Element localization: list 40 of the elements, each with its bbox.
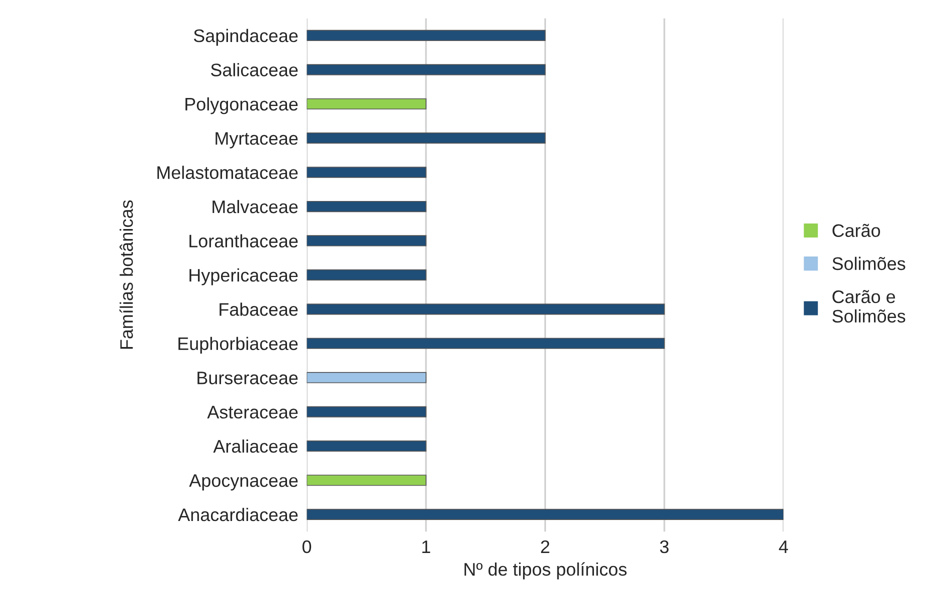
y-tick-label: Malvaceae [212, 200, 298, 214]
bar [306, 98, 426, 110]
bar [306, 166, 426, 178]
bar [306, 235, 426, 246]
y-tick-label: Araliaceae [213, 439, 298, 453]
y-axis-title: Famílias botânicas [119, 200, 133, 349]
bar [306, 372, 426, 384]
y-tick-label: Myrtaceae [216, 132, 298, 148]
y-tick-label: Anacardiaceae [178, 508, 298, 522]
y-tick-label: Polygonaceae [186, 97, 298, 114]
bar [306, 508, 784, 520]
y-tick-label: Sapindaceae [194, 28, 298, 46]
x-axis-title: Nº de tipos polínicos [464, 562, 627, 580]
y-tick-label: Asteraceae [207, 406, 298, 419]
legend-label: Carão [832, 224, 880, 237]
y-tick-label: Burseraceae [198, 372, 298, 384]
y-tick-label: Loranthaceae [190, 234, 298, 248]
legend-label: Solimões [832, 256, 906, 270]
y-tick-label: Hypericaceae [190, 268, 298, 286]
legend-label: Carão e Solimões [832, 290, 906, 323]
y-tick-label: Euphorbiaceae [178, 336, 298, 354]
y-tick-label: Melastomataceae [157, 166, 298, 180]
bar [306, 269, 426, 280]
bar [306, 200, 426, 212]
x-tick-label: 1 [422, 540, 430, 553]
y-tick-label: Apocynaceae [189, 474, 298, 491]
bar [306, 440, 426, 452]
x-tick-label: 4 [778, 540, 788, 553]
x-tick-label: 3 [660, 540, 669, 554]
bar [306, 30, 546, 41]
x-tick-label: 0 [302, 540, 312, 554]
x-tick-label: 2 [541, 540, 550, 553]
bar [306, 132, 546, 144]
bar [306, 64, 546, 76]
bar [306, 304, 665, 315]
bar [306, 406, 426, 418]
y-tick-label: Fabaceae [220, 302, 298, 316]
y-tick-label: Salicaceae [210, 63, 298, 76]
bar [306, 474, 426, 486]
bar [306, 338, 665, 349]
